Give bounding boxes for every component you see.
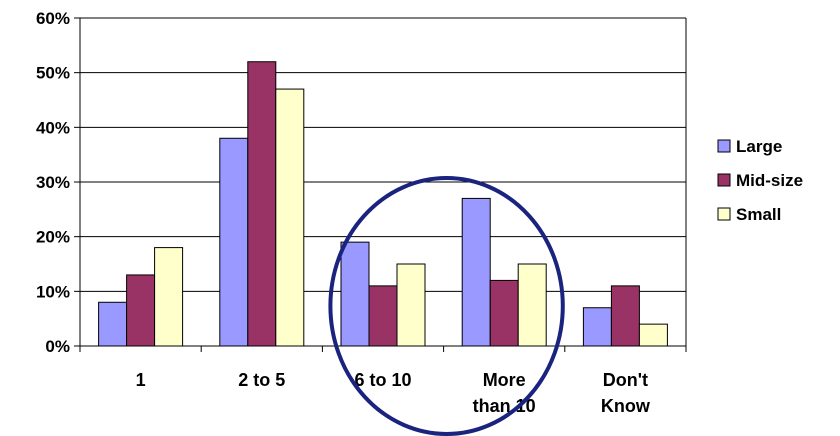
bar-large-1 <box>98 301 128 347</box>
bar-mid-size-4 <box>489 279 519 347</box>
bar-mid-size-3 <box>368 285 398 347</box>
gridlines <box>80 17 686 292</box>
legend-label-mid-size: Mid-size <box>736 171 803 190</box>
legend: Large Mid-size Small <box>717 137 803 224</box>
bar-large-4 <box>461 197 491 347</box>
y-tick-label: 10% <box>36 282 70 301</box>
bar-small-4 <box>517 263 547 347</box>
x-category-label: 6 to 10 <box>354 370 411 390</box>
x-category-label: 1 <box>136 370 146 390</box>
bar-mid-size-1 <box>126 274 156 347</box>
x-category-label: than 10 <box>473 396 536 416</box>
bar-mid-size-5 <box>610 285 640 347</box>
y-tick-label: 0% <box>45 337 70 356</box>
bar-small-5 <box>638 323 668 347</box>
y-tick-label: 20% <box>36 228 70 247</box>
legend-swatch-mid-size <box>717 173 731 187</box>
bar-large-5 <box>582 307 612 347</box>
x-category-label: Know <box>601 396 651 416</box>
axes <box>74 17 687 352</box>
bar-mid-size-2 <box>247 61 277 347</box>
legend-label-small: Small <box>736 205 781 224</box>
legend-swatch-small <box>717 207 731 221</box>
legend-swatch-large <box>717 139 731 153</box>
y-tick-label: 60% <box>36 9 70 28</box>
bar-small-2 <box>275 88 305 347</box>
y-tick-label: 40% <box>36 118 70 137</box>
annotation <box>328 176 565 436</box>
bar-small-3 <box>396 263 426 347</box>
x-axis-category-labels: 1 2 to 5 6 to 10 More than 10 Don't Know <box>136 370 651 416</box>
y-tick-label: 30% <box>36 173 70 192</box>
x-category-label: 2 to 5 <box>238 370 285 390</box>
legend-label-large: Large <box>736 137 782 156</box>
bar-large-3 <box>340 241 370 347</box>
bar-large-2 <box>219 137 249 347</box>
y-tick-label: 50% <box>36 64 70 83</box>
bar-small-1 <box>154 247 184 347</box>
x-category-label: Don't <box>603 370 648 390</box>
y-axis-tick-labels: 0% 10% 20% 30% 40% 50% 60% <box>36 9 70 356</box>
x-category-label: More <box>483 370 526 390</box>
highlight-ellipse <box>328 176 565 436</box>
bars <box>98 61 668 347</box>
